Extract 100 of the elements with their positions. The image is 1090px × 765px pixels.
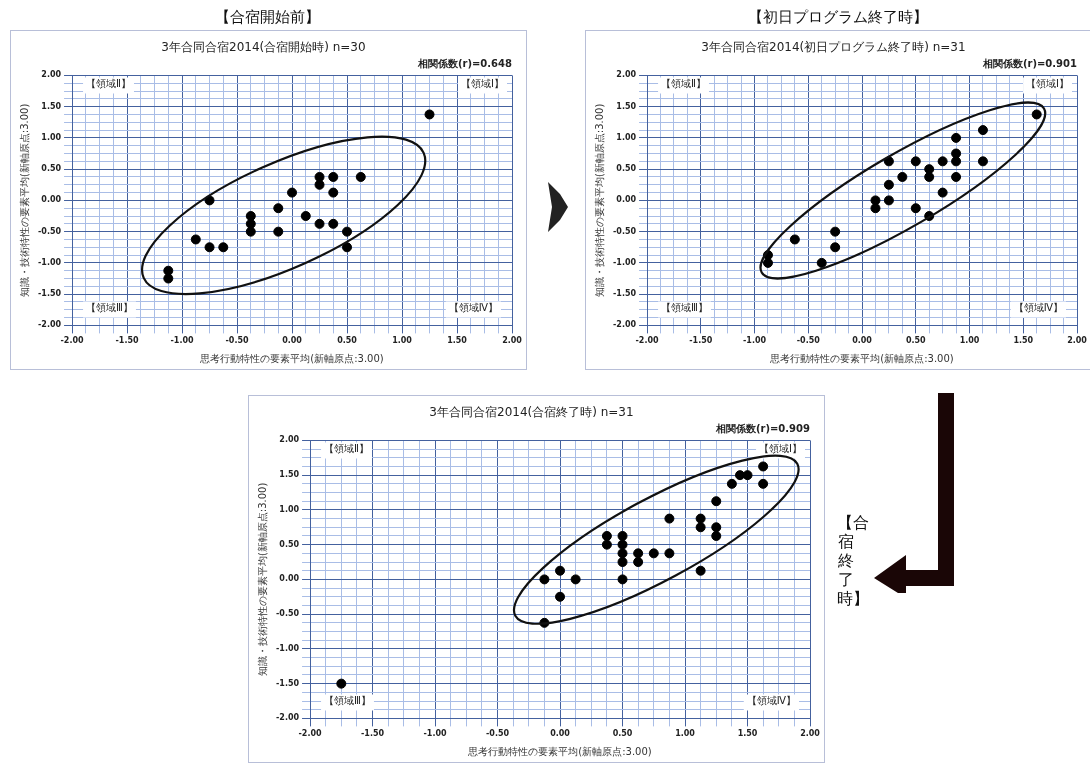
point [977, 125, 988, 136]
point [273, 226, 284, 237]
annotation: 【領域Ⅰ】 [759, 442, 802, 454]
x-tick-label: 1.50 [447, 336, 468, 346]
annotation: 【領域Ⅰ】 [461, 77, 504, 89]
point [424, 109, 435, 120]
x-tick-label: -1.00 [170, 336, 194, 346]
point [190, 234, 201, 245]
annotation: 【領域Ⅳ】 [448, 301, 498, 313]
point [648, 548, 659, 559]
point [664, 548, 675, 559]
x-tick-label: 2.00 [1067, 336, 1088, 346]
x-tick-label: -1.00 [743, 336, 767, 346]
y-tick-label: -1.00 [613, 257, 637, 267]
annotation: 【領域Ⅳ】 [746, 694, 796, 706]
y-tick-label: 2.00 [279, 435, 300, 445]
point [617, 557, 628, 568]
annotation: 【領域Ⅱ】 [86, 77, 131, 89]
y-tick-label: 1.00 [279, 504, 300, 514]
x-tick-label: -2.00 [60, 336, 85, 346]
point [287, 187, 298, 198]
x-tick-label: -1.50 [115, 336, 140, 346]
point [163, 265, 174, 276]
y-tick-label: -0.50 [613, 226, 637, 236]
point [937, 156, 948, 167]
x-tick-label: -2.00 [298, 729, 323, 739]
point [664, 513, 675, 524]
x-tick-label: -0.50 [225, 336, 249, 346]
x-tick-label: 2.00 [800, 729, 821, 739]
y-tick-label: -2.00 [276, 713, 300, 723]
y-tick-label: 1.50 [616, 101, 637, 111]
x-axis-title: 思考行動特性の要素平均(新軸原点:3.00) [199, 352, 384, 364]
point [539, 574, 550, 585]
y-axis-title: 知識・技術特性の要素平均(新軸原点:3.00) [256, 482, 268, 677]
point [711, 530, 722, 541]
y-tick-label: -1.50 [38, 289, 62, 299]
point [300, 211, 311, 222]
text: 【初日プログラム終了時】 [746, 7, 929, 28]
point [883, 179, 894, 190]
point [601, 530, 612, 541]
annotation: 【領域Ⅲ】 [86, 301, 133, 313]
x-axis-title: 思考行動特性の要素平均(新軸原点:3.00) [769, 352, 954, 364]
y-axis-title: 知識・技術特性の要素平均(新軸原点:3.00) [593, 103, 605, 298]
point [695, 565, 706, 576]
x-axis-title: 思考行動特性の要素平均(新軸原点:3.00) [467, 745, 652, 757]
annotation: 【領域Ⅲ】 [324, 694, 371, 706]
point [758, 478, 769, 489]
point [314, 218, 325, 229]
point [555, 565, 566, 576]
annotation: 【領域Ⅲ】 [661, 301, 708, 313]
y-tick-label: 0.50 [279, 539, 300, 549]
x-tick-label: 0.50 [337, 336, 358, 346]
point [711, 522, 722, 533]
point [910, 203, 921, 214]
x-tick-label: 0.50 [905, 336, 927, 346]
y-tick-label: -0.50 [38, 226, 62, 236]
chart-title: 3年合同合宿2014(合宿終了時) n=31 [429, 405, 634, 420]
point [617, 548, 628, 559]
x-tick-label: 2.00 [502, 336, 523, 346]
point [245, 226, 256, 237]
x-tick-label: 1.00 [959, 336, 980, 346]
point [711, 496, 722, 507]
annotation: 【領域Ⅰ】 [1026, 77, 1069, 89]
text: 相関係数(r)=0.648 [416, 57, 513, 69]
y-tick-label: -2.00 [613, 320, 637, 330]
x-tick-label: 1.00 [392, 336, 413, 346]
y-tick-label: 1.00 [616, 132, 637, 142]
y-tick-label: 1.00 [41, 132, 62, 142]
point [910, 156, 921, 167]
point [633, 548, 644, 559]
point [328, 171, 339, 182]
y-tick-label: -1.50 [613, 289, 637, 299]
point [570, 574, 581, 585]
point [951, 171, 962, 182]
y-tick-label: 2.00 [41, 70, 62, 80]
point [695, 522, 706, 533]
point [273, 203, 284, 214]
annotation: 【領域Ⅳ】 [1013, 301, 1063, 313]
point [314, 171, 325, 182]
point [633, 557, 644, 568]
point [336, 678, 347, 689]
point [617, 530, 628, 541]
text: 【合宿開始前】 [214, 7, 321, 28]
y-tick-label: 0.00 [279, 574, 300, 584]
y-tick-label: -1.00 [276, 643, 300, 653]
x-tick-label: -1.00 [423, 729, 447, 739]
point [601, 539, 612, 550]
point [897, 171, 908, 182]
point [328, 218, 339, 229]
y-tick-label: -1.50 [276, 678, 300, 688]
point [163, 273, 174, 284]
y-tick-label: 1.50 [41, 101, 62, 111]
point [883, 195, 894, 206]
chart-title: 3年合同合宿2014(合宿開始時) n=30 [161, 40, 366, 55]
point [328, 187, 339, 198]
y-tick-label: 2.00 [616, 70, 637, 80]
y-tick-label: 0.00 [616, 195, 637, 205]
text: 【合宿終了時】 [837, 513, 869, 608]
point [342, 242, 353, 253]
x-tick-label: 1.00 [675, 729, 696, 739]
